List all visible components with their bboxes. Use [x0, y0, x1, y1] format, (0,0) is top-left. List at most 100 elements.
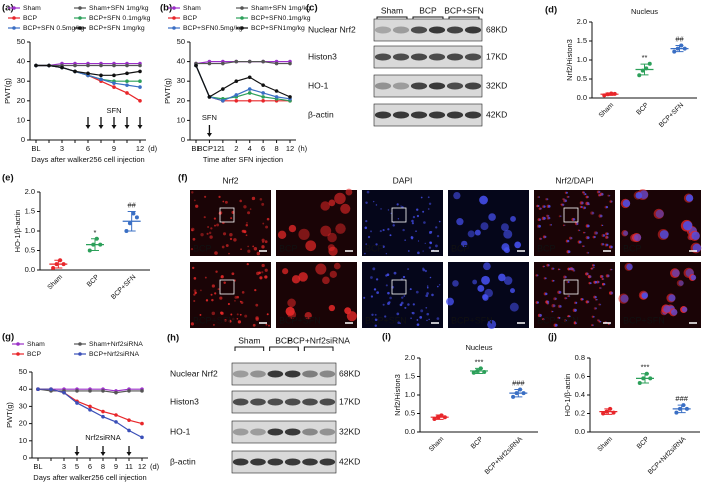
group-label: BCP+SFN — [444, 5, 483, 15]
cell — [249, 208, 252, 210]
data-point — [112, 73, 116, 78]
cell — [566, 191, 568, 194]
data-point — [288, 61, 292, 66]
data-point — [73, 63, 77, 68]
y-tick-label: 50 — [19, 367, 27, 376]
cell — [581, 298, 584, 301]
cell — [610, 200, 613, 203]
cell — [422, 268, 426, 272]
data-point — [131, 211, 136, 216]
cell — [692, 243, 702, 253]
data-point — [674, 410, 679, 415]
x-axis-label: Time after SFN injection — [203, 155, 283, 164]
cell — [282, 268, 289, 275]
data-point — [112, 81, 116, 85]
cell — [256, 251, 261, 256]
cell — [586, 236, 590, 239]
y-tick-label: 20 — [17, 96, 25, 105]
cell — [372, 200, 375, 203]
band — [428, 53, 446, 61]
cell — [305, 240, 317, 252]
cell — [334, 192, 346, 205]
cell — [259, 276, 263, 280]
cell — [234, 300, 236, 302]
cell — [218, 195, 221, 199]
band — [319, 458, 336, 466]
band — [319, 428, 336, 436]
cell — [431, 293, 434, 297]
cell — [580, 206, 583, 208]
band — [250, 398, 266, 406]
blot-strip — [231, 420, 337, 444]
row-label: β-actin — [308, 109, 334, 119]
series-line — [196, 61, 290, 65]
data-point — [221, 99, 225, 103]
cell — [601, 275, 604, 278]
cell — [572, 268, 575, 271]
y-tick-label: 2.0 — [405, 353, 415, 362]
x-tick-label: Sham — [598, 102, 616, 120]
data-point — [138, 63, 142, 68]
band — [267, 428, 284, 436]
cell — [373, 288, 377, 291]
cell — [690, 274, 697, 281]
cell — [370, 295, 374, 298]
cell — [578, 240, 582, 244]
cell — [400, 205, 402, 207]
band — [284, 458, 301, 466]
data-point — [140, 421, 144, 426]
y-tick-label: 0 — [23, 453, 27, 462]
cell — [382, 245, 385, 248]
panel-label: (f) — [178, 173, 188, 184]
group-bracket — [303, 346, 334, 351]
cell — [382, 228, 385, 232]
legend-marker — [240, 16, 244, 20]
cell — [550, 310, 553, 313]
legend-marker — [16, 342, 20, 346]
cell — [214, 224, 217, 227]
panel-label: (h) — [167, 333, 179, 344]
cell — [268, 324, 270, 327]
cell — [562, 224, 565, 227]
cell — [265, 323, 268, 326]
legend-label: Sham — [27, 341, 45, 348]
legend-marker — [78, 16, 82, 20]
legend-label: Sham+SFN 1mg/kg — [89, 5, 149, 12]
blot-strip — [373, 74, 483, 98]
row-label: Histon3 — [308, 51, 337, 61]
data-point — [112, 63, 116, 68]
y-tick-label: 50 — [177, 37, 185, 46]
x-tick-label: 8 — [274, 144, 278, 153]
significance: ## — [127, 200, 136, 209]
weight-label: 32KD — [339, 426, 360, 436]
cell — [567, 250, 571, 254]
y-tick-label: 0.5 — [405, 408, 415, 417]
cell — [606, 236, 609, 239]
cell — [320, 225, 332, 237]
x-tick-label: 9 — [112, 144, 116, 153]
annotation: Nrf2siRNA — [85, 433, 120, 442]
cell — [557, 268, 560, 271]
cell — [222, 200, 225, 203]
cell — [231, 272, 235, 276]
panel-label: (g) — [2, 332, 14, 343]
cell — [509, 302, 519, 312]
significance: *** — [641, 363, 650, 372]
data-point — [471, 370, 476, 375]
cell — [216, 223, 220, 227]
cell — [252, 245, 255, 248]
band — [464, 111, 482, 119]
cell — [328, 246, 338, 256]
cell — [428, 246, 432, 249]
data-point — [274, 89, 279, 93]
channel-label: Nrf2 — [222, 175, 238, 185]
cell — [247, 249, 251, 253]
panel-label: (e) — [2, 173, 14, 184]
legend-marker — [240, 6, 244, 10]
cell — [567, 281, 570, 283]
cell — [544, 235, 547, 239]
data-point — [637, 73, 642, 78]
cell — [259, 198, 263, 201]
cell — [547, 205, 551, 208]
cell — [610, 291, 614, 295]
